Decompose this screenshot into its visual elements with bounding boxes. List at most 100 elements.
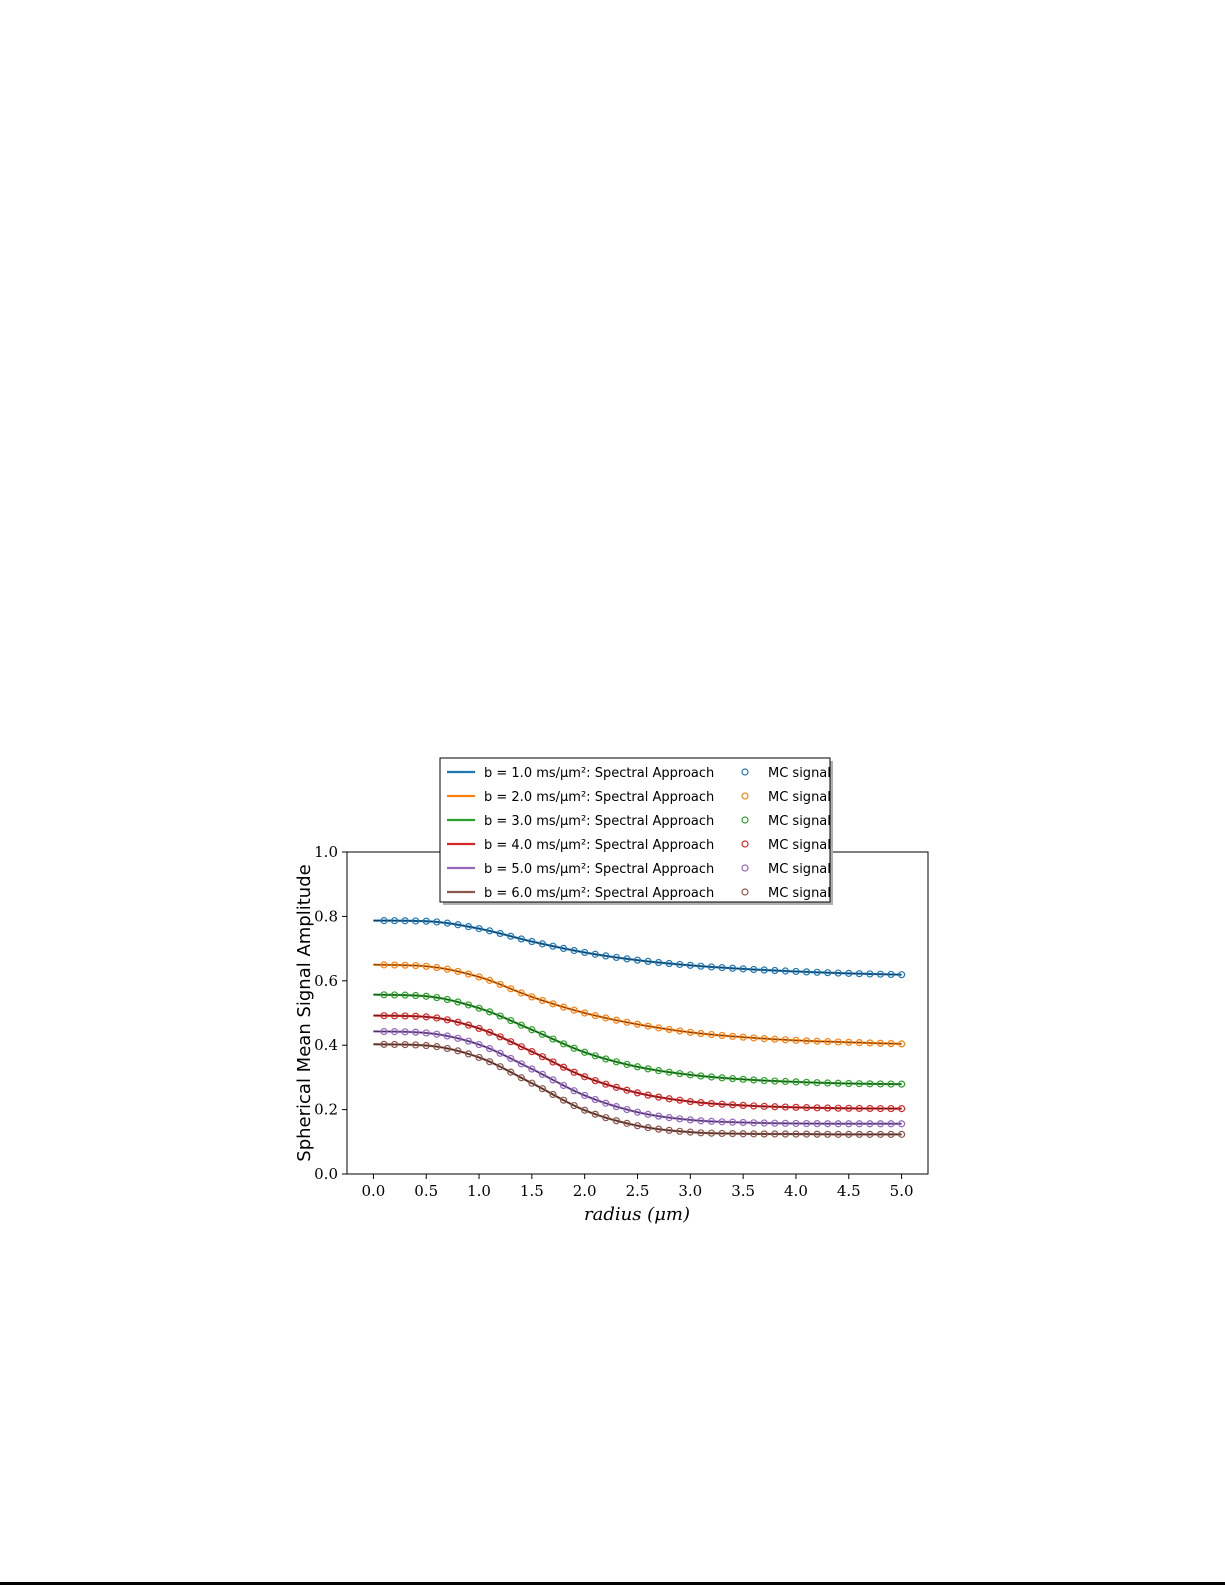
series-line-overlay	[373, 1015, 902, 1110]
mc-signal-point	[475, 973, 483, 981]
mc-signal-point	[813, 1104, 821, 1112]
mc-signal-point	[591, 1052, 599, 1060]
mc-signal-point	[528, 1065, 536, 1073]
mc-signal-point	[707, 1129, 716, 1137]
mc-signal-point	[496, 1049, 504, 1057]
mc-signal-point	[750, 1130, 758, 1138]
mc-signal-point	[845, 969, 853, 977]
y-tick-label: 0.8	[314, 907, 338, 925]
mc-signal-point	[866, 970, 874, 978]
mc-signal-point	[728, 964, 737, 972]
mc-signal-point	[602, 1055, 610, 1063]
mc-signal-point	[390, 991, 399, 999]
mc-signal-point	[792, 1119, 800, 1128]
mc-signal-point	[750, 1102, 758, 1110]
mc-signal-point	[750, 965, 758, 974]
mc-signal-point	[623, 1060, 631, 1069]
series-line-overlay	[373, 964, 902, 1045]
series	[373, 1012, 906, 1113]
mc-signal-point	[633, 1063, 642, 1071]
mc-signal-point	[802, 1037, 811, 1045]
mc-signal-point	[665, 1095, 673, 1103]
mc-signal-point	[887, 970, 895, 979]
mc-signal-point	[824, 1104, 832, 1112]
mc-signal-point	[845, 1038, 853, 1046]
mc-signal-point	[760, 1102, 768, 1110]
mc-signal-point	[433, 1030, 441, 1038]
mc-signal-point	[834, 1104, 842, 1112]
y-tick-label: 0.4	[314, 1036, 338, 1054]
mc-signal-point	[422, 1013, 430, 1021]
mc-signal-point	[676, 1096, 684, 1104]
x-tick-label: 1.0	[467, 1182, 491, 1200]
mc-signal-point	[813, 1079, 821, 1087]
mc-signal-point	[559, 1003, 568, 1011]
mc-signal-point	[464, 923, 473, 931]
mc-signal-point	[570, 1006, 578, 1014]
mc-signal-point	[464, 1037, 473, 1045]
mc-signal-point	[517, 1021, 525, 1029]
mc-signal-point	[665, 1025, 673, 1034]
mc-signal-point	[707, 1117, 716, 1125]
mc-signal-point	[866, 1039, 874, 1047]
mc-signal-point	[412, 1012, 420, 1020]
mc-signal-point	[686, 1071, 694, 1079]
mc-signal-point	[422, 1029, 430, 1037]
mc-signal-point	[443, 1016, 451, 1024]
mc-signal-point	[581, 1009, 589, 1017]
mc-signal-point	[496, 1033, 504, 1041]
mc-signal-point	[390, 917, 399, 925]
x-tick-label: 0.5	[414, 1182, 438, 1200]
mc-signal-point	[633, 1122, 642, 1130]
x-tick-label: 3.0	[678, 1182, 702, 1200]
x-tick-label: 2.5	[626, 1182, 650, 1200]
mc-signal-point	[897, 1040, 906, 1048]
series-line	[373, 919, 902, 976]
mc-signal-point	[760, 1076, 768, 1085]
mc-signal-point	[549, 1000, 557, 1008]
mc-signal-point	[876, 1120, 885, 1128]
mc-signal-point	[792, 1036, 800, 1044]
mc-signal-point	[443, 965, 451, 973]
mc-signal-point	[443, 1032, 451, 1040]
mc-signal-point	[665, 1126, 673, 1134]
mc-signal-point	[855, 1120, 863, 1128]
mc-signal-point	[792, 967, 800, 976]
mc-signal-point	[486, 1028, 494, 1036]
series	[373, 917, 906, 979]
mc-signal-point	[633, 956, 642, 964]
legend-label: b = 5.0 ms/μm²: Spectral Approach	[484, 862, 714, 877]
series	[373, 961, 906, 1048]
mc-signal-point	[866, 1104, 874, 1113]
mc-signal-point	[591, 1012, 599, 1020]
mc-signal-point	[718, 1118, 726, 1126]
mc-signal-point	[676, 1115, 684, 1123]
mc-signal-point	[718, 1100, 726, 1108]
mc-signal-point	[422, 1041, 430, 1050]
mc-signal-point	[475, 1053, 483, 1062]
mc-signal-point	[739, 1118, 747, 1127]
mc-signal-point	[876, 1104, 885, 1113]
mc-signal-point	[824, 1120, 832, 1128]
mc-signal-point	[581, 1048, 589, 1056]
mc-signal-point	[570, 1101, 578, 1110]
series-line	[373, 1014, 902, 1110]
mc-signal-point	[443, 995, 451, 1004]
mc-signal-point	[802, 1078, 811, 1086]
mc-signal-point	[739, 1033, 747, 1041]
mc-signal-point	[845, 1104, 853, 1112]
mc-signal-point	[739, 1130, 747, 1138]
mc-signal-point	[824, 1079, 832, 1087]
legend-marker-label: MC signal	[768, 886, 831, 901]
mc-signal-point	[728, 1075, 737, 1083]
mc-signal-point	[802, 1119, 811, 1128]
mc-signal-point	[380, 991, 388, 999]
mc-signal-point	[750, 1034, 758, 1042]
mc-signal-point	[781, 1036, 789, 1044]
legend-marker-swatch	[741, 888, 749, 896]
mc-signal-point	[866, 1120, 874, 1128]
mc-signal-point	[528, 1048, 536, 1056]
mc-signal-point	[834, 969, 842, 977]
mc-signal-point	[507, 985, 515, 993]
mc-signal-point	[581, 1073, 589, 1081]
